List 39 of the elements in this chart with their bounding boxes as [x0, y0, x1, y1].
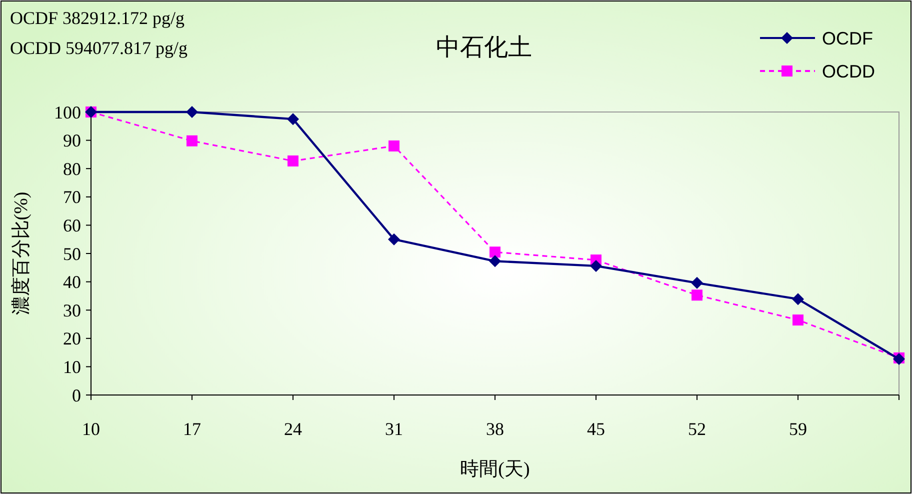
y-tick-label: 20: [63, 328, 81, 349]
y-tick-label: 100: [54, 102, 81, 122]
x-tick-label: 17: [183, 419, 201, 439]
point: [287, 113, 299, 126]
x-tick-label: 59: [789, 419, 807, 439]
y-tick-label: 10: [63, 357, 81, 377]
point: [186, 135, 198, 146]
x-tick-label: 24: [284, 419, 302, 439]
point: [186, 106, 198, 118]
legend-label: OCDF: [822, 28, 873, 48]
point: [388, 233, 400, 246]
y-axis-title: 濃度百分比(%): [10, 192, 32, 316]
point: [691, 276, 703, 289]
x-tick-label: 45: [587, 419, 605, 439]
point: [490, 246, 500, 258]
point: [792, 293, 804, 306]
text: OCDF 382912.172 pg/g: [10, 8, 185, 28]
y-tick-label: 50: [63, 244, 81, 264]
y-tick-label: 80: [63, 158, 81, 179]
y-tick-label: 0: [72, 385, 81, 406]
x-tick-label: 31: [385, 419, 403, 439]
chart-title: 中石化土: [436, 35, 532, 61]
point: [792, 314, 804, 326]
point: [590, 260, 602, 272]
point: [388, 140, 400, 152]
x-tick-label: 52: [688, 419, 706, 439]
x-tick-label: 38: [486, 419, 504, 439]
y-tick-label: 30: [63, 300, 81, 320]
y-tick-label: 70: [63, 187, 81, 208]
y-tick-label: 40: [63, 272, 81, 292]
text: OCDD 594077.817 pg/g: [10, 38, 188, 58]
x-tick-label: 10: [82, 419, 100, 439]
point: [489, 255, 501, 268]
y-tick-label: 60: [63, 216, 81, 236]
point: [288, 155, 298, 166]
x-axis-title: 時間(天): [460, 459, 530, 480]
point: [692, 290, 702, 301]
legend-label: OCDD: [822, 61, 875, 82]
y-tick-label: 90: [63, 130, 81, 151]
